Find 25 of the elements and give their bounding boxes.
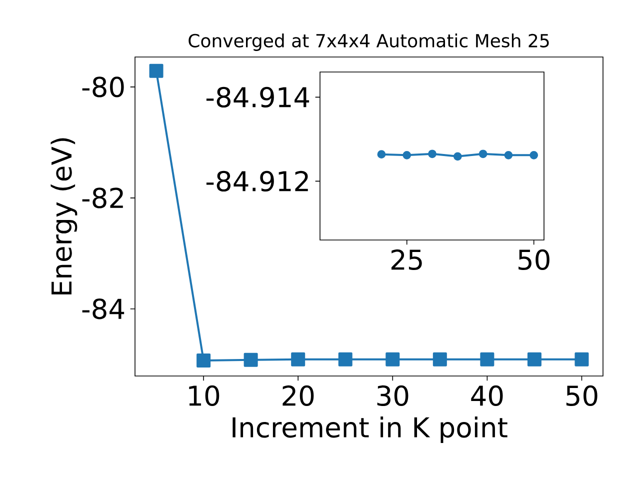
y-tick-label: -84.914 (206, 86, 310, 108)
y-tick-label: -84.912 (206, 170, 308, 192)
x-axis-title: Increment in K point (232, 416, 508, 443)
point (244, 352, 258, 367)
x-tick-label: 10 (189, 385, 220, 406)
x-tick-label: 25 (391, 249, 422, 270)
x-tick-label: 40 (471, 385, 503, 406)
point (338, 352, 352, 366)
y-tick-label: -82 (82, 188, 123, 208)
x-tick-label: 50 (566, 385, 598, 406)
point (480, 352, 494, 366)
y-tick-label: -84 (82, 298, 124, 320)
y-tick-label: -80 (82, 76, 124, 98)
x-tick-label: 30 (377, 385, 408, 406)
point (432, 352, 447, 366)
x-tick-label: 20 (282, 385, 314, 406)
point (291, 352, 306, 366)
point (196, 353, 211, 368)
chart-title: Converged at 7x4x4 Automatic Mesh 25 (188, 34, 549, 51)
y-axis-title: Energy (eV) (50, 138, 78, 294)
point (527, 352, 542, 366)
x-tick-label: 50 (518, 249, 550, 270)
point (149, 64, 164, 78)
point (574, 352, 589, 366)
point (386, 352, 400, 366)
